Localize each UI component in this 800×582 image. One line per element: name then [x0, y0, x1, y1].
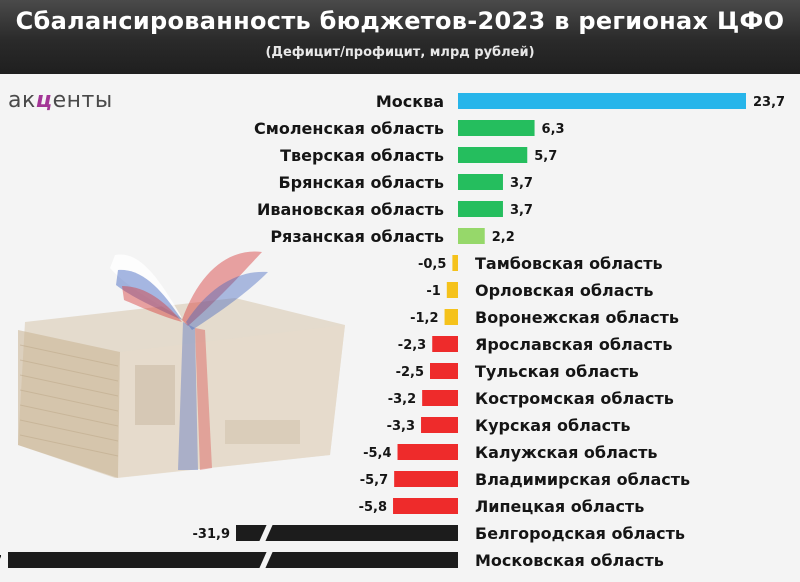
value-label: -2,3: [398, 338, 426, 353]
axis-break-mark: [259, 551, 273, 569]
bar-3: [458, 147, 528, 163]
value-label: -1,2: [410, 311, 438, 326]
bar-17: [236, 525, 458, 541]
category-label: Калужская область: [475, 443, 657, 462]
bar-10: [432, 336, 458, 352]
bar-4: [458, 174, 503, 190]
bar-2: [458, 120, 535, 136]
value-label: -3,2: [388, 392, 416, 407]
value-label: 3,7: [510, 203, 533, 218]
category-label: Воронежская область: [475, 308, 679, 327]
category-label: Тульская область: [475, 362, 639, 381]
category-label: Белгородская область: [475, 524, 685, 543]
category-label: Владимирская область: [475, 470, 690, 489]
category-label: Липецкая область: [475, 497, 644, 516]
value-label: 3,7: [510, 176, 533, 191]
value-label: -1: [426, 284, 440, 299]
category-label: Ивановская область: [257, 200, 444, 219]
value-label: 2,2: [492, 230, 515, 245]
category-label: Тамбовская область: [475, 254, 663, 273]
category-label: Брянская область: [278, 173, 444, 192]
bar-1: [458, 93, 746, 109]
bar-9: [444, 309, 458, 325]
value-label: -0,5: [418, 257, 446, 272]
chart-title: Сбалансированность бюджетов-2023 в регио…: [15, 7, 785, 35]
value-label: 23,7: [753, 95, 785, 110]
chart-subtitle: (Дефицит/профицит, млрд рублей): [265, 45, 535, 60]
category-label: Москва: [376, 92, 444, 111]
bar-12: [422, 390, 458, 406]
value-label: -73,7: [0, 554, 2, 569]
bar-7: [452, 255, 458, 271]
bars-layer: [8, 93, 746, 569]
bar-6: [458, 228, 485, 244]
value-label: -5,7: [360, 473, 388, 488]
bar-5: [458, 201, 503, 217]
axis-break-mark: [259, 524, 273, 542]
labels-layer: Москва 23,7 Смоленская область 6,3 Тверская …: [0, 92, 785, 570]
category-label: Смоленская область: [254, 119, 444, 138]
category-label: Орловская область: [475, 281, 653, 300]
value-label: -31,9: [193, 527, 230, 542]
bar-16: [393, 498, 458, 514]
value-label: -2,5: [396, 365, 424, 380]
bar-11: [430, 363, 458, 379]
bar-13: [421, 417, 458, 433]
value-label: -3,3: [387, 419, 415, 434]
category-label: Курская область: [475, 416, 631, 435]
header-bar: Сбалансированность бюджетов-2023 в регио…: [0, 0, 800, 74]
bar-15: [394, 471, 458, 487]
value-label: 6,3: [542, 122, 565, 137]
bar-14: [397, 444, 458, 460]
logo-text-end: енты: [52, 88, 113, 113]
category-label: Рязанская область: [270, 227, 444, 246]
value-label: -5,4: [363, 446, 391, 461]
value-label: -5,8: [359, 500, 387, 515]
logo-text-accent: ц: [35, 88, 53, 113]
bar-18: [8, 552, 458, 568]
category-label: Ярославская область: [475, 335, 672, 354]
brand-logo: акценты: [8, 88, 113, 113]
money-illustration: [18, 251, 345, 478]
category-label: Костромская область: [475, 389, 674, 408]
bar-8: [446, 282, 458, 298]
category-label: Тверская область: [280, 146, 444, 165]
logo-text-start: ак: [8, 88, 36, 113]
value-label: 5,7: [534, 149, 557, 164]
category-label: Московская область: [475, 551, 664, 570]
